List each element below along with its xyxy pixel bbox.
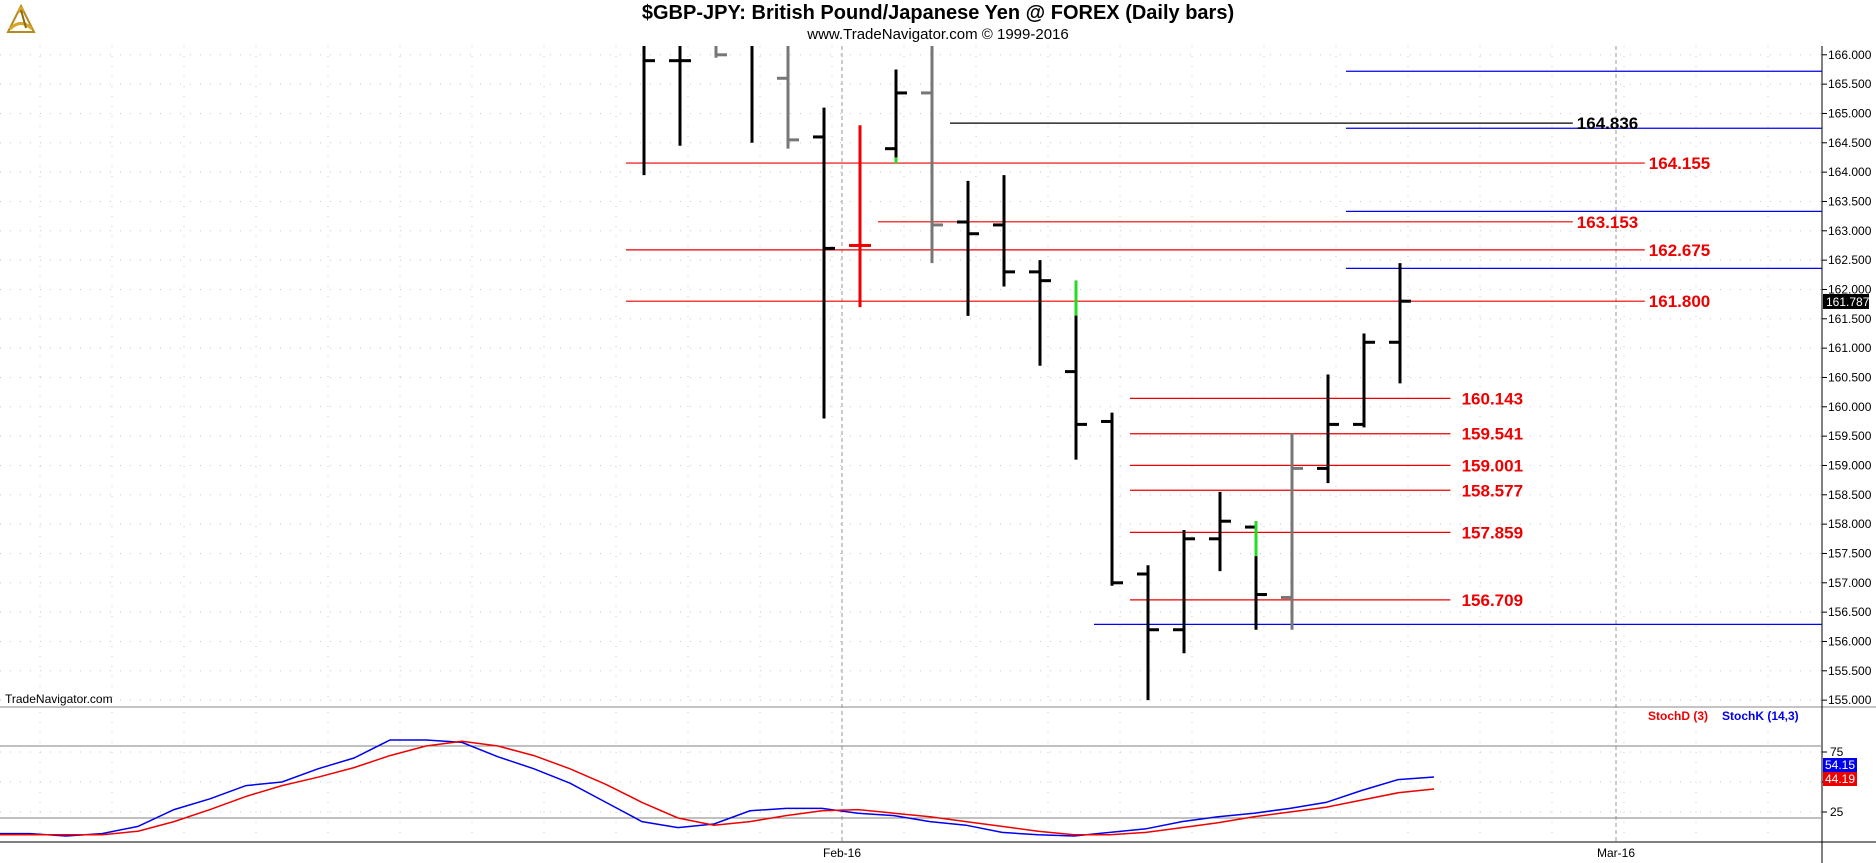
ohlc-bar — [669, 46, 691, 146]
last-price-box — [1823, 293, 1869, 309]
level-label: 159.001 — [1462, 456, 1523, 475]
price-axis-layer: 155.000 155.500 156.000 156.500 157.000 157.5… — [823, 48, 1872, 860]
watermark: TradeNavigator.com — [5, 692, 113, 706]
ohlc-bar — [1101, 412, 1123, 586]
price-tick-label: 161.000 — [1828, 341, 1872, 355]
stoch-tick-label: 25 — [1830, 805, 1844, 819]
ohlc-bar — [1209, 491, 1231, 572]
price-tick-label: 156.500 — [1828, 605, 1872, 619]
stoch-series-line — [0, 740, 1435, 836]
price-tick-label: 164.000 — [1828, 165, 1872, 179]
ohlc-bar — [849, 125, 871, 308]
level-label: 159.541 — [1462, 425, 1523, 444]
level-label: 158.577 — [1462, 481, 1523, 500]
ohlc-bar — [993, 175, 1015, 287]
ohlc-bar — [1137, 565, 1159, 701]
stoch-tick-label: 75 — [1830, 745, 1844, 759]
ohlc-bar — [1173, 530, 1195, 654]
legend-stochk: StochK (14,3) — [1722, 709, 1799, 723]
grid-layer — [0, 46, 1876, 863]
price-tick-label: 160.500 — [1828, 370, 1872, 384]
level-label: 160.143 — [1462, 389, 1523, 408]
last-price-label: 161.787 — [1826, 295, 1870, 309]
legend-stochd: StochD (3) — [1648, 709, 1708, 723]
price-tick-label: 160.000 — [1828, 400, 1872, 414]
price-tick-label: 159.000 — [1828, 458, 1872, 472]
price-bars-layer — [642, 46, 1411, 701]
month-label: Mar-16 — [1597, 846, 1635, 860]
ohlc-bar — [1281, 433, 1303, 630]
ohlc-bar — [1065, 280, 1087, 460]
chart-subtitle: www.TradeNavigator.com © 1999-2016 — [807, 26, 1069, 43]
ohlc-bar — [921, 46, 943, 264]
ohlc-bar — [714, 46, 727, 58]
price-tick-label: 165.000 — [1828, 106, 1872, 120]
level-label: 156.709 — [1462, 591, 1523, 610]
price-tick-label: 158.000 — [1828, 517, 1872, 531]
ohlc-bar — [750, 46, 754, 143]
stoch-last-value-label: 54.15 — [1825, 758, 1855, 772]
price-tick-label: 157.000 — [1828, 576, 1872, 590]
month-label: Feb-16 — [823, 846, 861, 860]
price-tick-label: 159.500 — [1828, 429, 1872, 443]
price-tick-label: 155.500 — [1828, 664, 1872, 678]
price-tick-label: 166.000 — [1828, 48, 1872, 62]
stoch-last-value-label: 44.19 — [1825, 772, 1855, 786]
ohlc-bar — [1245, 521, 1267, 630]
price-tick-label: 158.500 — [1828, 488, 1872, 502]
stoch-last-value-box — [1823, 758, 1857, 772]
ohlc-bar — [1353, 333, 1375, 428]
ohlc-bar — [1389, 263, 1411, 384]
ohlc-bar — [813, 107, 835, 419]
price-tick-label: 163.000 — [1828, 224, 1872, 238]
level-label: 161.800 — [1649, 292, 1710, 311]
chart-title: $GBP-JPY: British Pound/Japanese Yen @ F… — [641, 2, 1235, 24]
price-tick-label: 163.500 — [1828, 194, 1872, 208]
level-label: 157.859 — [1462, 523, 1523, 542]
level-label: 162.675 — [1649, 241, 1710, 260]
stoch-series-line — [0, 739, 1435, 837]
chart-header: $GBP-JPY: British Pound/Japanese Yen @ F… — [0, 0, 1876, 46]
ohlc-bar — [885, 69, 907, 164]
ohlc-bar — [777, 46, 799, 149]
price-tick-label: 155.000 — [1828, 693, 1872, 707]
ohlc-bar — [1029, 260, 1051, 366]
price-tick-label: 162.500 — [1828, 253, 1872, 267]
ohlc-bar — [1317, 374, 1339, 484]
price-tick-label: 162.000 — [1828, 282, 1872, 296]
price-tick-label: 157.500 — [1828, 546, 1872, 560]
level-label: 164.155 — [1649, 154, 1710, 173]
price-tick-label: 165.500 — [1828, 77, 1872, 91]
price-tick-label: 161.500 — [1828, 312, 1872, 326]
level-label: 163.153 — [1577, 213, 1638, 232]
price-tick-label: 156.000 — [1828, 634, 1872, 648]
stoch-last-value-box — [1823, 772, 1857, 786]
level-label: 164.836 — [1577, 114, 1638, 133]
fib-levels-layer — [626, 70, 1822, 625]
price-tick-label: 164.500 — [1828, 136, 1872, 150]
ohlc-bar — [642, 46, 655, 176]
sextant-logo-icon — [6, 3, 36, 33]
ohlc-bar — [957, 180, 979, 316]
